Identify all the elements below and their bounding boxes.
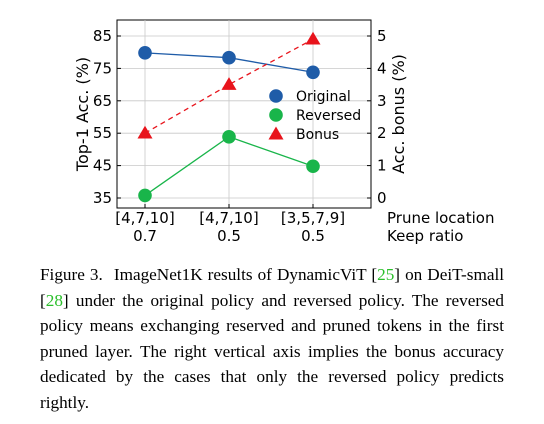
data-point-bonus — [137, 125, 153, 139]
markers — [137, 31, 321, 203]
y-right-tick-label: 2 — [377, 124, 387, 142]
caption-label: Figure 3. — [40, 265, 103, 284]
legend-label-bonus: Bonus — [296, 127, 339, 143]
data-point-reversed — [306, 159, 320, 174]
data-point-reversed — [222, 129, 236, 144]
legend-label-original: Original — [296, 89, 351, 105]
figure-caption: Figure 3. ImageNet1K results of DynamicV… — [40, 265, 504, 412]
legend: Original Reversed Bonus — [268, 89, 361, 143]
x-tick-label-location: [4,7,10] — [199, 209, 258, 227]
x-tick-label-ratio: 0.5 — [301, 227, 325, 245]
y-left-tick-label: 65 — [93, 92, 112, 110]
data-point-original — [306, 65, 320, 80]
y-left-tick-label: 45 — [93, 157, 112, 175]
prune-location-label: Prune location — [387, 209, 494, 227]
data-point-bonus — [305, 31, 321, 45]
plot-area — [116, 19, 372, 209]
data-point-original — [138, 46, 152, 60]
caption-text-1: ImageNet1K results of DynamicViT — [113, 265, 367, 284]
x-tick-label-location: [4,7,10] — [115, 209, 174, 227]
y-left-tick-label: 35 — [93, 189, 112, 207]
grid — [117, 20, 371, 208]
citation-link-25[interactable]: 25 — [377, 265, 395, 284]
y-axis-right-label: Acc. bonus (%) — [389, 54, 408, 174]
y-right-tick-label: 4 — [377, 59, 387, 77]
x-tick-label-ratio: 0.7 — [133, 227, 157, 245]
y-left-tick-label: 55 — [93, 124, 112, 142]
legend-marker-bonus — [268, 126, 284, 140]
y-right-tick-label: 1 — [377, 157, 387, 175]
data-point-bonus — [221, 77, 237, 90]
y-left-tick-label: 85 — [93, 27, 112, 45]
legend-marker-reversed — [269, 108, 283, 122]
keep-ratio-label: Keep ratio — [387, 227, 463, 245]
figure: 35 45 55 65 75 85 0 1 2 3 4 5 Original Reversed Bonus… — [73, 19, 494, 245]
x-tick-label-ratio: 0.5 — [217, 227, 241, 245]
legend-marker-original — [269, 89, 283, 103]
y-axis-left-label: Top-1 Acc. (%) — [73, 57, 92, 172]
data-point-original — [222, 50, 236, 65]
data-point-reversed — [138, 188, 152, 203]
legend-label-reversed: Reversed — [296, 108, 361, 124]
citation-link-28[interactable]: 28 — [45, 290, 63, 310]
caption-text-3: under the original policy and reversed p… — [40, 290, 504, 412]
x-tick-label-location: [3,5,7,9] — [281, 209, 345, 227]
x-axis-labels: [4,7,10]0.7[4,7,10]0.5[3,5,7,9]0.5 — [115, 209, 345, 245]
y-right-tick-label: 0 — [377, 189, 387, 207]
y-right-tick-label: 3 — [377, 92, 387, 110]
y-left-tick-label: 75 — [93, 59, 112, 77]
y-right-tick-label: 5 — [377, 27, 387, 45]
caption-text-2: on DeiT-small — [405, 265, 504, 284]
